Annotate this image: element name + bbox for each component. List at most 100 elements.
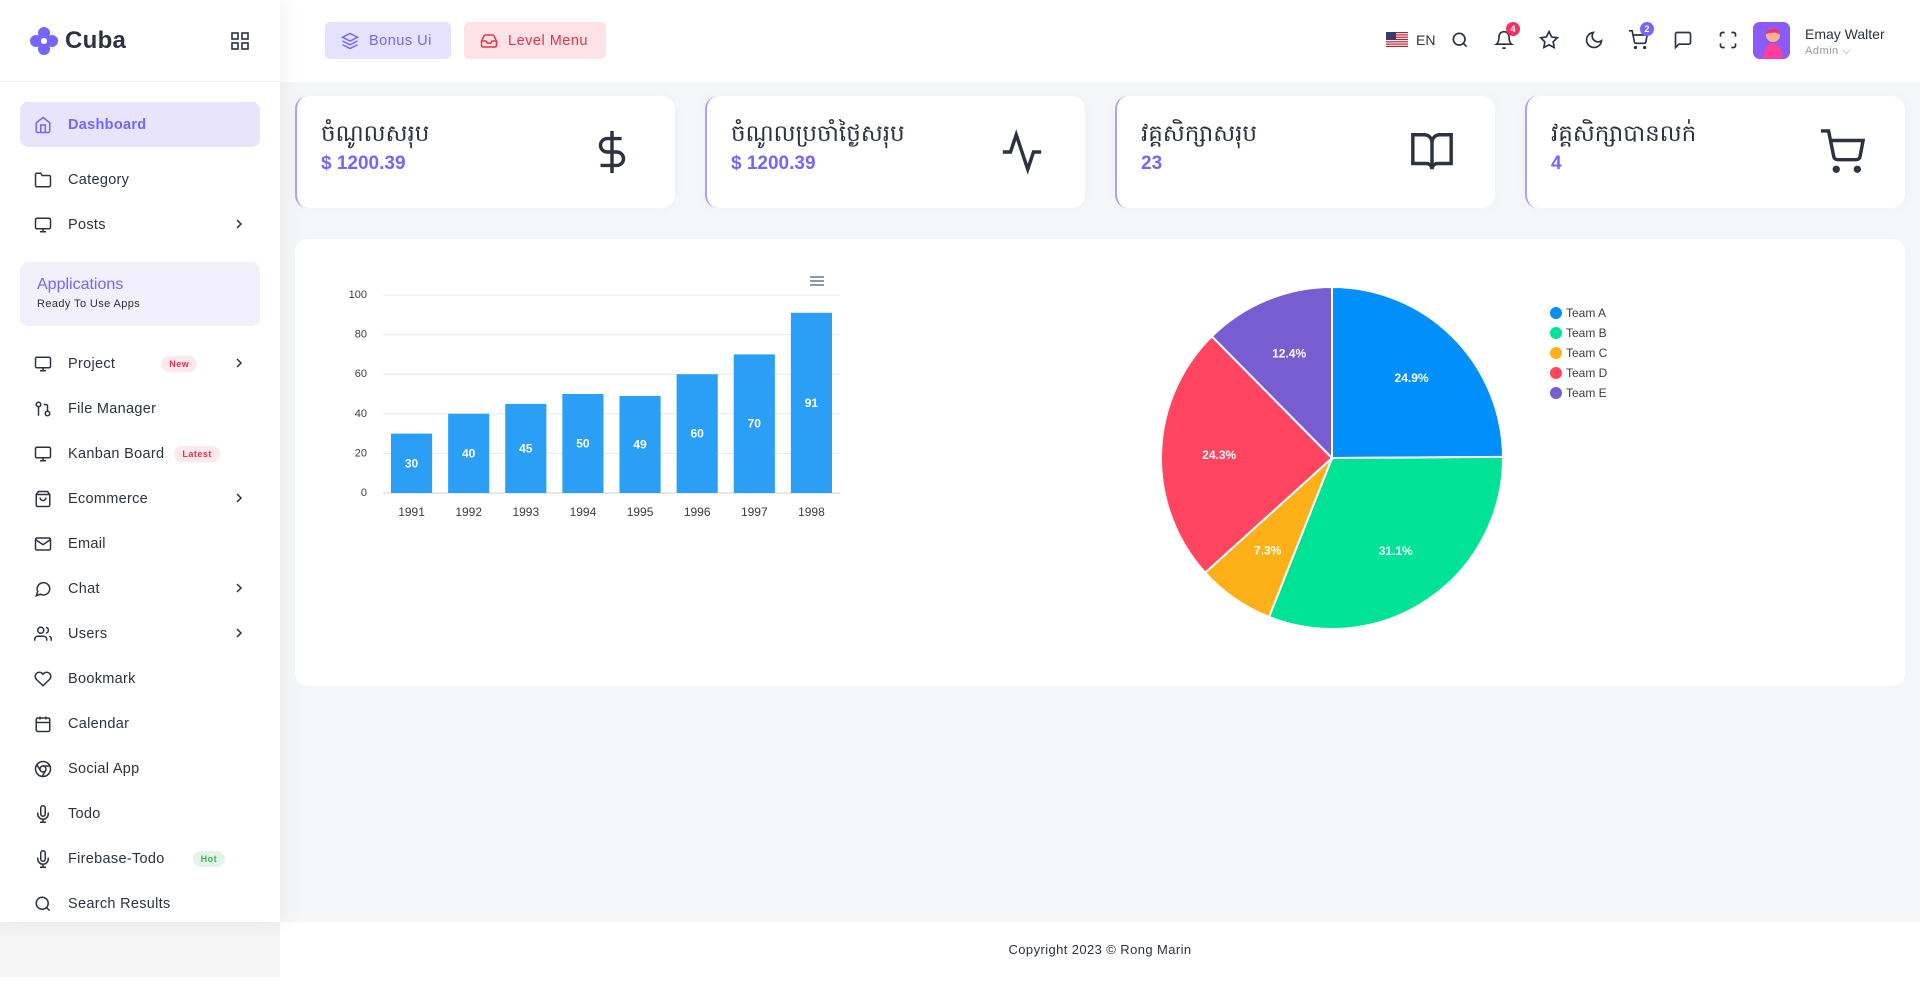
book-open-icon <box>1409 129 1455 175</box>
grid-icon[interactable] <box>230 31 250 51</box>
moon-icon[interactable] <box>1584 30 1604 50</box>
search-icon[interactable] <box>1450 30 1470 50</box>
sidebar-item-label: Firebase-Todo <box>68 850 165 867</box>
sidebar-item-calendar[interactable]: Calendar <box>20 701 260 746</box>
user-name[interactable]: Emay Walter <box>1805 26 1885 42</box>
bar[interactable] <box>733 354 775 493</box>
message-square-icon[interactable] <box>1673 30 1693 50</box>
search-icon <box>34 895 52 913</box>
bonus-ui-button[interactable]: Bonus Ui <box>325 22 451 59</box>
dollar-icon <box>589 129 635 175</box>
chevron-right-icon <box>234 582 244 594</box>
legend-label[interactable]: Team B <box>1566 326 1607 340</box>
bar[interactable] <box>448 413 490 493</box>
y-tick-label: 100 <box>349 289 367 301</box>
language-label[interactable]: EN <box>1416 32 1436 48</box>
bar-data-label: 45 <box>519 441 533 455</box>
y-tick-label: 80 <box>355 329 367 341</box>
stat-title: វគ្គសិក្សាសរុប <box>1141 120 1258 146</box>
calendar-icon <box>34 715 52 733</box>
sidebar-item-label: Calendar <box>68 715 130 732</box>
avatar[interactable] <box>1753 22 1790 59</box>
home-icon <box>34 116 52 134</box>
x-tick-label: 1995 <box>627 505 654 519</box>
bar[interactable] <box>790 312 833 493</box>
pie-data-label: 24.9% <box>1395 371 1429 385</box>
chart-menu-icon[interactable] <box>810 276 824 286</box>
pie-slice[interactable] <box>1267 455 1504 630</box>
sidebar-item-todo[interactable]: Todo <box>20 791 260 836</box>
sidebar-item-label: Todo <box>68 805 101 822</box>
pie-slice[interactable] <box>1210 285 1333 461</box>
legend-marker <box>1550 387 1562 399</box>
x-tick-label: 1991 <box>398 505 425 519</box>
sidebar-item-label: Chat <box>68 580 100 597</box>
new-badge: New <box>161 355 198 372</box>
sidebar-item-firebase-todo[interactable]: Firebase-Todo Hot <box>20 836 260 881</box>
heart-icon <box>34 670 52 688</box>
bar[interactable] <box>562 394 604 493</box>
legend-label[interactable]: Team C <box>1566 346 1608 360</box>
stat-value: $ 1200.39 <box>731 153 816 174</box>
x-tick-label: 1998 <box>798 505 825 519</box>
legend-label[interactable]: Team D <box>1566 366 1608 380</box>
inbox-icon <box>480 32 498 50</box>
main-content: ចំណូលសរុប $ 1200.39 ចំណូលប្រចាំថ្ងៃសរុប … <box>280 82 1920 922</box>
sidebar-item-email[interactable]: Email <box>20 521 260 566</box>
sidebar-item-category[interactable]: Category <box>20 157 260 202</box>
sidebar-item-label: Category <box>68 171 130 188</box>
sidebar-item-label: Posts <box>68 216 106 233</box>
x-tick-label: 1996 <box>684 505 711 519</box>
sidebar-item-users[interactable]: Users <box>20 611 260 656</box>
sidebar-item-bookmark[interactable]: Bookmark <box>20 656 260 701</box>
shopping-cart-icon[interactable] <box>1628 30 1649 50</box>
top-header: Bonus Ui Level Menu EN 4 2 <box>280 0 1920 82</box>
sidebar-item-project[interactable]: Project New <box>20 341 260 386</box>
sidebar-item-label: Email <box>68 535 106 552</box>
pie-chart: 24.9% 31.1% 7.3% 24.3% 12.4% Team A Team B Team… <box>1160 285 1608 630</box>
level-menu-button[interactable]: Level Menu <box>464 22 606 59</box>
bar[interactable] <box>505 403 547 493</box>
bar-data-label: 91 <box>805 396 819 410</box>
bar-data-label: 49 <box>633 437 647 451</box>
sidebar-item-label: Users <box>68 625 108 642</box>
mic-icon <box>34 849 52 868</box>
y-tick-label: 20 <box>355 447 367 459</box>
brand-name[interactable]: Cuba <box>65 26 127 54</box>
sidebar-item-chat[interactable]: Chat <box>20 566 260 611</box>
sidebar-item-file-manager[interactable]: File Manager <box>20 386 260 431</box>
bar[interactable] <box>676 374 718 493</box>
sidebar-item-social-app[interactable]: Social App <box>20 746 260 791</box>
folder-icon <box>34 171 52 189</box>
shopping-cart-icon <box>1819 129 1866 175</box>
sidebar-item-dashboard[interactable]: Dashboard <box>20 102 260 147</box>
star-icon[interactable] <box>1538 29 1560 50</box>
stat-value: $ 1200.39 <box>321 153 406 174</box>
pie-slice[interactable] <box>1331 285 1505 460</box>
x-tick-label: 1992 <box>455 505 482 519</box>
y-tick-label: 40 <box>355 408 367 420</box>
sidebar-item-label: Dashboard <box>68 116 147 133</box>
sidebar-item-search-results[interactable]: Search Results <box>20 881 260 926</box>
stat-card-courses-sold: វគ្គសិក្សាបានលក់ 4 <box>1525 96 1905 208</box>
bar[interactable] <box>619 395 661 493</box>
bar-data-label: 30 <box>405 456 419 470</box>
monitor-icon <box>34 355 52 373</box>
bar[interactable] <box>390 433 433 493</box>
stat-title: វគ្គសិក្សាបានលក់ <box>1551 120 1697 146</box>
user-role[interactable]: Admin ⌵ <box>1805 45 1852 57</box>
shopping-bag-icon <box>34 490 52 508</box>
sidebar-item-kanban-board[interactable]: Kanban Board Latest <box>20 431 260 476</box>
monitor-icon <box>34 445 52 463</box>
legend-label[interactable]: Team A <box>1566 306 1606 320</box>
sidebar-item-ecommerce[interactable]: Ecommerce <box>20 476 260 521</box>
pie-slice[interactable] <box>1160 334 1334 575</box>
us-flag-icon[interactable] <box>1386 32 1408 47</box>
bell-icon[interactable] <box>1493 30 1515 50</box>
bar-data-label: 40 <box>462 446 476 460</box>
y-tick-label: 0 <box>361 487 367 499</box>
applications-subtitle: Ready To Use Apps <box>37 298 141 310</box>
maximize-icon[interactable] <box>1718 30 1738 50</box>
sidebar-item-posts[interactable]: Posts <box>20 202 260 247</box>
legend-label[interactable]: Team E <box>1566 386 1607 400</box>
